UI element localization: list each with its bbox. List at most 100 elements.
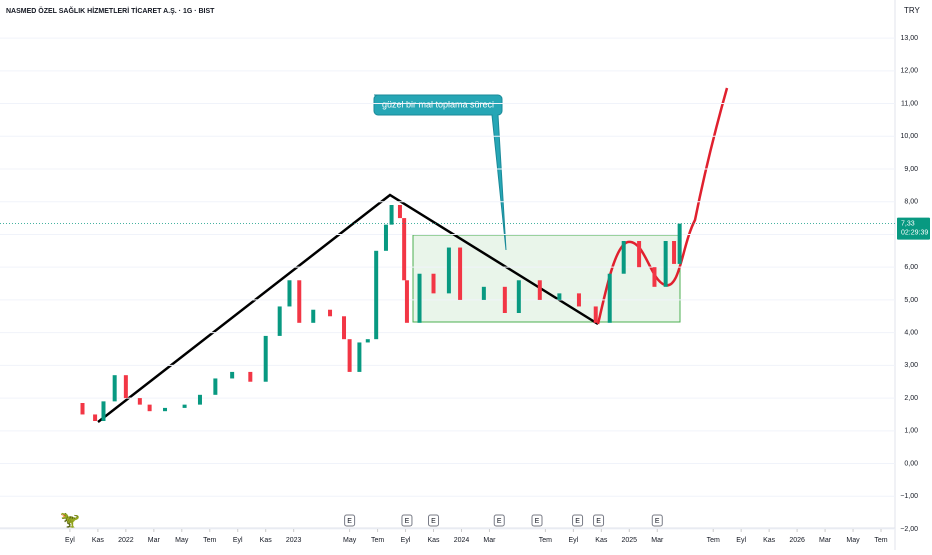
y-tick-label: −2,00 [900, 526, 918, 533]
candle [328, 309, 333, 317]
candle [182, 404, 187, 408]
countdown: 02:29:39 [901, 229, 928, 236]
candle [458, 247, 463, 300]
x-tick-label: Kas [92, 537, 105, 544]
event-label: E [575, 518, 580, 525]
candle [576, 293, 581, 307]
x-tick-label: Tem [874, 537, 887, 544]
event-label: E [405, 518, 410, 525]
annotation-callout [373, 94, 507, 251]
candle [516, 280, 521, 313]
event-marker [428, 514, 440, 527]
x-tick-label: Kas [763, 537, 776, 544]
candle [112, 375, 117, 402]
event-label: E [655, 518, 660, 525]
event-marker [651, 514, 663, 527]
event-marker [593, 514, 605, 527]
x-tick-label: Tem [203, 537, 216, 544]
candle [297, 280, 302, 323]
x-tick-label: Tem [371, 537, 384, 544]
event-label: E [497, 518, 502, 525]
candle [557, 293, 562, 300]
x-tick-label: Tem [539, 537, 552, 544]
candle [197, 394, 202, 405]
event-label: E [431, 518, 436, 525]
x-tick-label: Mar [483, 537, 496, 544]
candle [311, 309, 316, 323]
x-tick-label: Mar [651, 537, 664, 544]
event-label: E [535, 518, 540, 525]
x-tick-label: 2026 [789, 537, 805, 544]
candle [101, 401, 106, 421]
y-tick-label: 13,00 [900, 35, 918, 42]
event-marker [531, 514, 543, 527]
x-tick-label: Tem [707, 537, 720, 544]
y-tick-label: 9,00 [904, 166, 918, 173]
candle [277, 306, 282, 336]
candle [93, 414, 98, 421]
candle [431, 273, 436, 294]
x-tick-label: 2023 [286, 537, 302, 544]
event-marker [401, 514, 413, 527]
y-tick-label: 4,00 [904, 329, 918, 336]
logo: 🦖 [60, 512, 80, 529]
candle [417, 273, 422, 323]
candle [374, 250, 379, 340]
event-marker [493, 514, 505, 527]
x-tick-label: Eyl [233, 537, 243, 544]
candle [123, 375, 128, 399]
x-tick-label: May [846, 537, 860, 544]
last-price-box [897, 217, 930, 240]
y-tick-label: 1,00 [904, 428, 918, 435]
candle [342, 316, 347, 340]
candle [663, 241, 668, 287]
candle [621, 241, 626, 274]
trend-line [97, 193, 599, 423]
y-tick-label: 12,00 [900, 68, 918, 75]
x-tick-label: Kas [260, 537, 273, 544]
candle [263, 335, 268, 382]
x-tick-label: Eyl [568, 537, 578, 544]
candle [404, 280, 409, 323]
currency: TRY [904, 6, 921, 15]
candle [502, 286, 507, 313]
event-label: E [347, 518, 352, 525]
event-marker [572, 514, 584, 527]
candle [389, 205, 394, 225]
candle [607, 273, 612, 323]
candle [402, 218, 407, 281]
x-tick-label: 2024 [454, 537, 470, 544]
x-tick-label: Eyl [65, 537, 75, 544]
x-tick-label: Kas [595, 537, 608, 544]
x-tick-label: Eyl [736, 537, 746, 544]
range-box [412, 234, 681, 323]
y-tick-label: 5,00 [904, 297, 918, 304]
candle [357, 342, 362, 372]
candle [365, 339, 370, 343]
y-tick-label: 11,00 [901, 100, 918, 107]
x-tick-label: Kas [427, 537, 440, 544]
candle [481, 286, 486, 300]
y-tick-label: 2,00 [904, 395, 918, 402]
candle [446, 247, 451, 294]
candle [672, 241, 677, 264]
candle [230, 371, 235, 379]
candle [248, 371, 253, 382]
event-marker [344, 514, 356, 527]
x-tick-label: Mar [819, 537, 832, 544]
candle [593, 306, 598, 323]
x-tick-label: Eyl [401, 537, 411, 544]
y-tick-label: 3,00 [904, 362, 918, 369]
candle [383, 224, 388, 251]
candle [677, 223, 682, 264]
y-tick-label: 10,00 [900, 133, 918, 140]
x-tick-label: 2022 [118, 537, 134, 544]
last-price-label: 7,33 [901, 220, 915, 227]
y-tick-label: −1,00 [900, 493, 918, 500]
candle [347, 339, 352, 372]
candle [147, 404, 152, 412]
annotation: güzel bir mal toplama süreci [382, 99, 494, 109]
candle [397, 205, 402, 219]
x-tick-label: May [175, 537, 189, 544]
